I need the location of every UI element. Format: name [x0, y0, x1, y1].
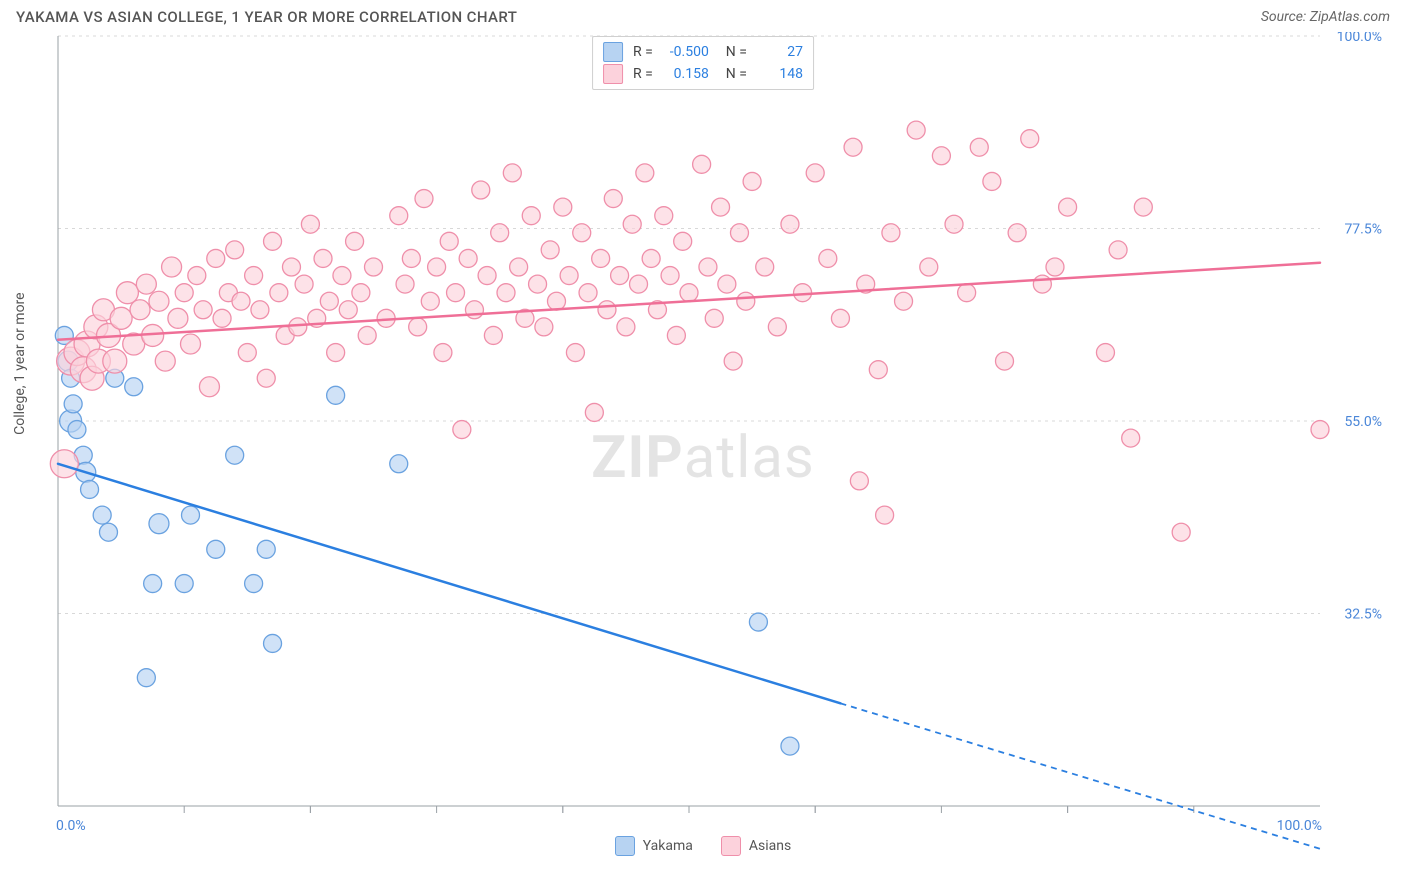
svg-text:0.0%: 0.0%	[56, 818, 86, 834]
correlation-stats-box: R = -0.500 N = 27 R = 0.158 N = 148	[592, 36, 814, 90]
stats-row-asians: R = 0.158 N = 148	[603, 63, 803, 85]
asians-r-value: 0.158	[663, 63, 709, 85]
stats-row-yakama: R = -0.500 N = 27	[603, 41, 803, 63]
svg-text:100.0%: 100.0%	[1277, 818, 1322, 834]
yakama-swatch-icon	[603, 42, 623, 62]
stats-r-label: R =	[633, 41, 653, 63]
stats-n-label: N =	[719, 41, 747, 63]
chart-title: YAKAMA VS ASIAN COLLEGE, 1 YEAR OR MORE …	[16, 8, 517, 26]
asians-swatch-icon	[603, 64, 623, 84]
yakama-n-value: 27	[757, 41, 803, 63]
svg-text:32.5%: 32.5%	[1344, 607, 1382, 623]
source-attribution: Source: ZipAtlas.com	[1261, 9, 1390, 25]
svg-text:55.0%: 55.0%	[1344, 414, 1382, 430]
stats-r-label: R =	[633, 63, 653, 85]
yakama-r-value: -0.500	[663, 41, 709, 63]
stats-n-label: N =	[719, 63, 747, 85]
asians-n-value: 148	[757, 63, 803, 85]
scatter-chart: College, 1 year or more 32.5%55.0%77.5%1…	[16, 32, 1390, 852]
y-axis-label: College, 1 year or more	[12, 292, 28, 434]
svg-text:100.0%: 100.0%	[1337, 32, 1382, 45]
svg-text:77.5%: 77.5%	[1344, 222, 1382, 238]
